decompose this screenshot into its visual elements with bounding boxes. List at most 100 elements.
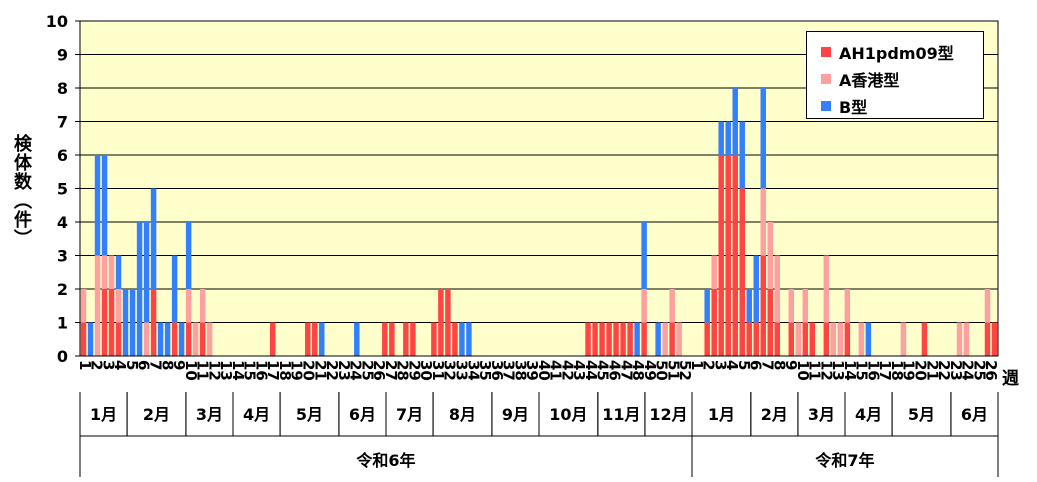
- y-tick-label: 4: [57, 213, 68, 232]
- bar-segment: [312, 322, 318, 356]
- y-tick-label: 0: [57, 347, 68, 366]
- month-label: 5月: [908, 405, 935, 424]
- x-tick-label: 20: [300, 360, 318, 381]
- bar-segment: [199, 289, 206, 323]
- bar-segment: [725, 155, 731, 356]
- bar-segment: [823, 322, 830, 356]
- x-tick-label: 16: [252, 360, 270, 381]
- bar-segment: [725, 121, 731, 155]
- bar-segment: [662, 322, 668, 356]
- month-label: 6月: [961, 405, 988, 424]
- bar-segment: [108, 255, 115, 289]
- x-tick-label: 38: [511, 360, 529, 381]
- y-tick-label: 2: [57, 280, 68, 299]
- month-label: 12月: [649, 405, 687, 424]
- x-tick-label: 25: [358, 360, 376, 381]
- x-tick-label: 26: [982, 360, 1000, 381]
- x-tick-label: 15: [241, 360, 259, 381]
- x-tick-label: 4: [723, 360, 741, 370]
- month-label: 11月: [602, 405, 640, 424]
- x-tick-label: 28: [394, 360, 412, 381]
- x-tick-label: 13: [829, 360, 847, 381]
- bar-segment: [459, 322, 465, 356]
- x-tick-label: 39: [523, 360, 541, 381]
- bar-segment: [101, 155, 108, 256]
- bar-segment: [711, 255, 717, 289]
- bar-segment: [739, 121, 745, 189]
- x-tick-label: 12: [205, 360, 223, 381]
- month-label: 4月: [243, 405, 270, 424]
- x-tick-label: 30: [417, 360, 435, 381]
- bar-segment: [431, 322, 437, 356]
- bar-segment: [319, 322, 325, 356]
- x-tick-label: 17: [264, 360, 282, 381]
- bar-segment: [809, 322, 816, 356]
- bar-segment: [774, 322, 780, 356]
- bar-segment: [410, 322, 416, 356]
- bar-segment: [634, 322, 640, 356]
- x-tick-label: 11: [194, 360, 212, 381]
- x-tick-label: 9: [782, 360, 800, 370]
- bar-segment: [115, 255, 122, 289]
- y-tick-label: 7: [57, 113, 68, 132]
- x-tick-label: 45: [594, 360, 612, 381]
- bar-segment: [704, 289, 710, 323]
- legend: AH1pdm09型 A香港型 B型: [806, 31, 984, 119]
- bar-segment: [823, 255, 830, 323]
- bar-segment: [87, 322, 94, 356]
- bar-segment: [129, 289, 136, 356]
- bar-segment: [802, 322, 809, 356]
- bar-segment: [305, 322, 311, 356]
- bar-segment: [753, 255, 759, 323]
- bar-segment: [655, 322, 661, 356]
- year-label: 令和7年: [814, 451, 874, 470]
- x-tick-label: 12: [817, 360, 835, 381]
- x-tick-label: 44: [582, 360, 600, 381]
- bar-segment: [599, 322, 605, 356]
- bar-segment: [865, 322, 872, 356]
- bar-segment: [753, 322, 759, 356]
- legend-swatch: [821, 46, 831, 57]
- x-axis-unit: 週: [1002, 369, 1019, 389]
- x-tick-label: 49: [641, 360, 659, 381]
- bar-segment: [802, 289, 809, 323]
- x-tick-label: 9: [170, 360, 188, 370]
- x-tick-label: 11: [806, 360, 824, 381]
- bar-segment: [746, 322, 752, 356]
- month-label: 7月: [396, 405, 423, 424]
- bar-segment: [185, 222, 192, 289]
- x-tick-label: 8: [158, 360, 176, 370]
- x-tick-label: 2: [88, 360, 106, 370]
- y-tick-label: 3: [57, 247, 68, 266]
- bar-segment: [788, 289, 795, 323]
- month-label: 4月: [855, 405, 882, 424]
- x-tick-label: 21: [923, 360, 941, 381]
- y-axis-label: 検体数（件）: [11, 134, 32, 248]
- bar-segment: [136, 222, 143, 356]
- x-tick-label: 52: [676, 360, 694, 381]
- x-tick-label: 34: [464, 360, 482, 381]
- bar-segment: [606, 322, 612, 356]
- x-tick-label: 21: [311, 360, 329, 381]
- bar-segment: [956, 322, 963, 356]
- x-tick-label: 13: [217, 360, 235, 381]
- bar-segment: [108, 289, 115, 356]
- x-tick-label: 26: [370, 360, 388, 381]
- x-tick-label: 5: [735, 360, 753, 370]
- legend-label: AH1pdm09型: [839, 43, 954, 63]
- bar-segment: [760, 188, 766, 256]
- bar-segment: [143, 222, 150, 323]
- bar-segment: [171, 255, 178, 323]
- bar-segment: [718, 121, 724, 155]
- bar-segment: [991, 322, 998, 356]
- month-label: 3月: [196, 405, 223, 424]
- x-tick-label: 16: [864, 360, 882, 381]
- bar-segment: [164, 322, 171, 356]
- x-tick-label: 6: [135, 360, 153, 370]
- month-label: 10月: [549, 405, 587, 424]
- x-tick-label: 19: [288, 360, 306, 381]
- bar-segment: [269, 322, 276, 356]
- bar-segment: [382, 322, 388, 356]
- bar-segment: [592, 322, 598, 356]
- x-tick-label: 1: [688, 360, 706, 370]
